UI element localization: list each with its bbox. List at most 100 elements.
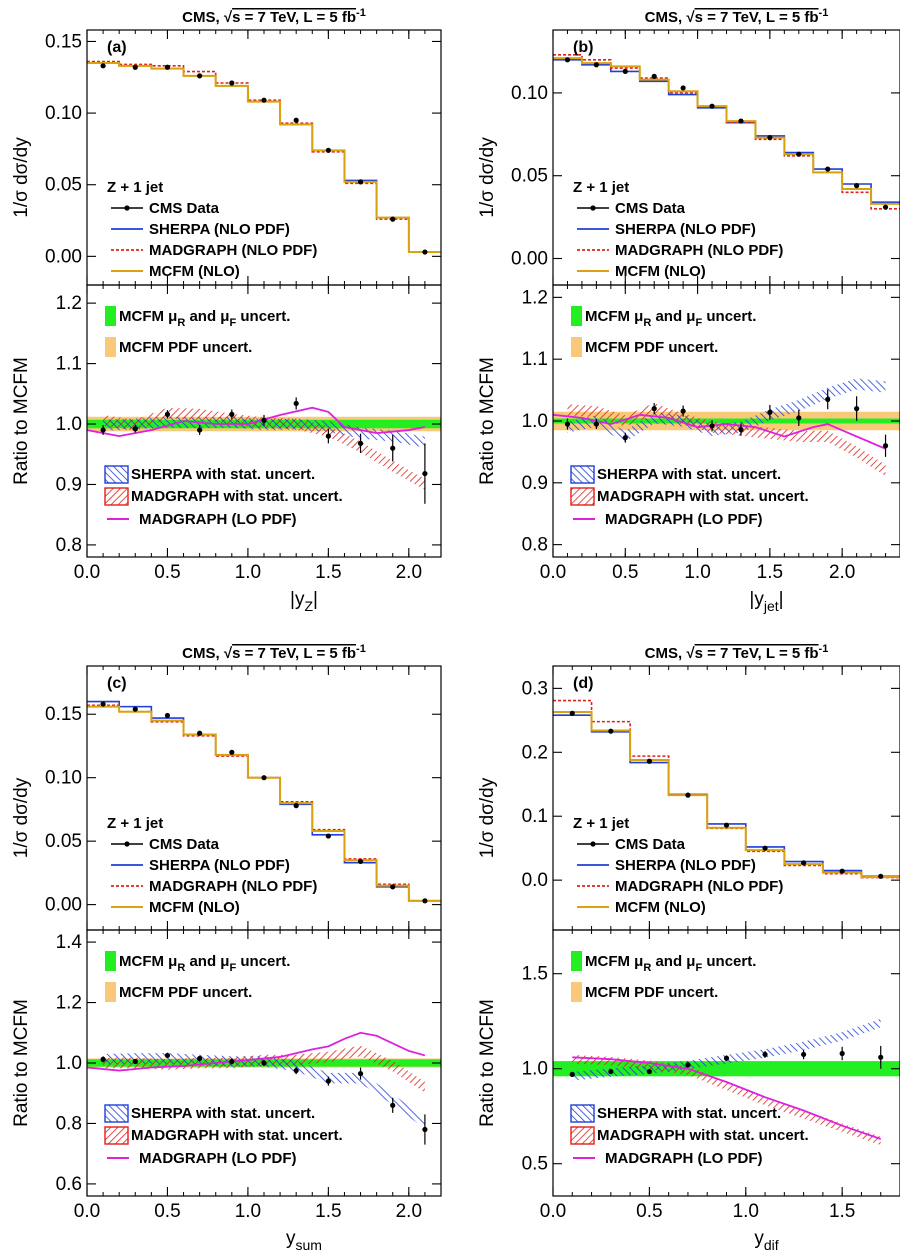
- legend-pdf-swatch: [571, 337, 582, 357]
- legend-madgraph-stat-label: MADGRAPH with stat. uncert.: [597, 488, 809, 505]
- upper-y-tick-label: 0.10: [45, 768, 82, 789]
- upper-y-axis-label: 1/σ dσ/dy: [477, 137, 498, 218]
- legend-sherpa-stat-swatch: [104, 1104, 129, 1123]
- ratio-data-point: [422, 1126, 428, 1133]
- legend-madgraph-stat-swatch: [104, 1126, 129, 1145]
- x-tick-label: 0.5: [154, 562, 180, 583]
- data-point: [390, 884, 396, 890]
- lower-y-tick-label: 1.0: [522, 1059, 548, 1080]
- legend-scale-label: MCFM μR and μF uncert.: [585, 953, 756, 974]
- legend-madgraph-stat-label: MADGRAPH with stat. uncert.: [131, 488, 343, 505]
- data-point: [100, 63, 106, 69]
- ratio-data-point: [723, 1055, 730, 1061]
- legend-selection: Z + 1 jet: [573, 179, 629, 196]
- x-tick-label: 1.5: [757, 562, 783, 583]
- lower-y-axis-label: Ratio to MCFM: [477, 357, 498, 485]
- madgraph-lo-curve: [86, 406, 426, 438]
- data-point: [767, 135, 773, 141]
- data-point: [801, 860, 807, 866]
- x-tick-label: 1.5: [315, 1201, 341, 1222]
- sherpa-stat-band: [567, 378, 886, 443]
- legend-madgraph-label: MADGRAPH (NLO PDF): [149, 878, 317, 895]
- legend-selection: Z + 1 jet: [573, 815, 629, 832]
- legend-sherpa-stat-label: SHERPA with stat. uncert.: [131, 1105, 315, 1122]
- x-tick-label: 1.0: [235, 1201, 261, 1222]
- sherpa-stat-band: [103, 416, 425, 448]
- mcfm-histogram: [553, 57, 900, 205]
- ratio-data-point: [325, 1078, 331, 1084]
- chart-panel-0: CMS, √s = 7 TeV, L = 5 fb-1 0.0 0.5 1.0 1.5 2…: [11, 7, 442, 614]
- ratio-data-point: [100, 427, 106, 433]
- x-tick-label: 0.5: [612, 562, 638, 583]
- lower-y-tick-label: 1.1: [522, 349, 548, 370]
- ratio-data-point: [878, 1054, 884, 1060]
- panel-label: (d): [573, 675, 593, 692]
- data-point: [622, 68, 628, 74]
- figure-header: CMS, √s = 7 TeV, L = 5 fb-1: [645, 7, 829, 26]
- x-tick-label: 0.0: [540, 562, 566, 583]
- data-point: [357, 858, 364, 865]
- ratio-data-point: [229, 411, 235, 417]
- upper-y-tick-label: 0.15: [45, 704, 82, 725]
- legend-madgraph-stat-swatch: [104, 487, 129, 506]
- x-tick-label: 0.0: [540, 1201, 566, 1222]
- ratio-data-point: [738, 427, 744, 433]
- data-point: [164, 64, 171, 70]
- data-point: [164, 712, 171, 719]
- legend-sherpa-stat-label: SHERPA with stat. uncert.: [597, 1105, 781, 1122]
- data-point: [564, 57, 571, 63]
- upper-y-tick-label: 0.05: [45, 831, 82, 852]
- ratio-data-point: [132, 426, 138, 432]
- data-point: [709, 103, 715, 109]
- legend-pdf-label: MCFM PDF uncert.: [119, 984, 252, 1001]
- lower-y-tick-label: 1.0: [56, 1053, 82, 1074]
- lower-y-tick-label: 1.1: [56, 354, 82, 375]
- legend-selection: Z + 1 jet: [107, 179, 163, 196]
- chart-panel-1: CMS, √s = 7 TeV, L = 5 fb-1 0.0 0.5 1.0 1.5 2…: [477, 7, 900, 614]
- x-tick-label: 2.0: [396, 562, 422, 583]
- data-point: [293, 803, 299, 809]
- legend-sherpa-label: SHERPA (NLO PDF): [615, 221, 756, 238]
- legend-data-label: CMS Data: [149, 836, 220, 853]
- legend-scale-swatch: [571, 306, 582, 326]
- ratio-data-point: [622, 435, 628, 441]
- legend-madgraph-stat-swatch: [570, 1126, 595, 1145]
- x-axis-label: |yZ|: [290, 589, 318, 614]
- data-point: [229, 80, 235, 86]
- x-tick-label: 2.0: [829, 562, 855, 583]
- panel-label: (a): [107, 39, 127, 56]
- legend-madgraph-stat-label: MADGRAPH with stat. uncert.: [597, 1127, 809, 1144]
- legend-data-marker: [124, 205, 130, 211]
- legend-madgraph-lo-label: MADGRAPH (LO PDF): [605, 1150, 763, 1167]
- data-point: [825, 166, 831, 172]
- data-point: [422, 898, 428, 904]
- data-point: [738, 118, 744, 124]
- legend-madgraph-label: MADGRAPH (NLO PDF): [149, 242, 317, 259]
- legend-pdf-label: MCFM PDF uncert.: [585, 984, 718, 1001]
- upper-y-axis-label: 1/σ dσ/dy: [477, 777, 498, 858]
- sherpa-stat-band: [572, 1018, 881, 1081]
- legend-madgraph-stat-label: MADGRAPH with stat. uncert.: [131, 1127, 343, 1144]
- data-point: [325, 147, 331, 153]
- ratio-data-point: [608, 1068, 614, 1075]
- upper-y-tick-label: 0.05: [45, 175, 82, 196]
- ratio-data-point: [839, 1050, 845, 1057]
- x-axis-label: ysum: [286, 1228, 322, 1253]
- legend-mcfm-label: MCFM (NLO): [615, 899, 706, 916]
- data-point: [882, 204, 889, 210]
- chart-panel-3: CMS, √s = 7 TeV, L = 5 fb-1 0.0 0.5 1.0 1.5 0…: [477, 643, 900, 1253]
- data-point: [878, 873, 884, 879]
- mcfm-histogram: [553, 711, 900, 878]
- ratio-data-point: [796, 415, 802, 421]
- ratio-data-point: [767, 409, 773, 415]
- data-point: [197, 730, 203, 736]
- data-point: [685, 792, 691, 798]
- upper-y-tick-label: 0.15: [45, 31, 82, 52]
- figure-header: CMS, √s = 7 TeV, L = 5 fb-1: [182, 7, 366, 26]
- figure-header: CMS, √s = 7 TeV, L = 5 fb-1: [182, 643, 366, 662]
- madgraph-stat-band: [572, 1054, 881, 1146]
- ratio-data-point: [293, 1067, 299, 1074]
- upper-y-tick-label: 0.2: [522, 742, 548, 763]
- x-tick-label: 1.0: [235, 562, 261, 583]
- legend-scale-label: MCFM μR and μF uncert.: [119, 953, 290, 974]
